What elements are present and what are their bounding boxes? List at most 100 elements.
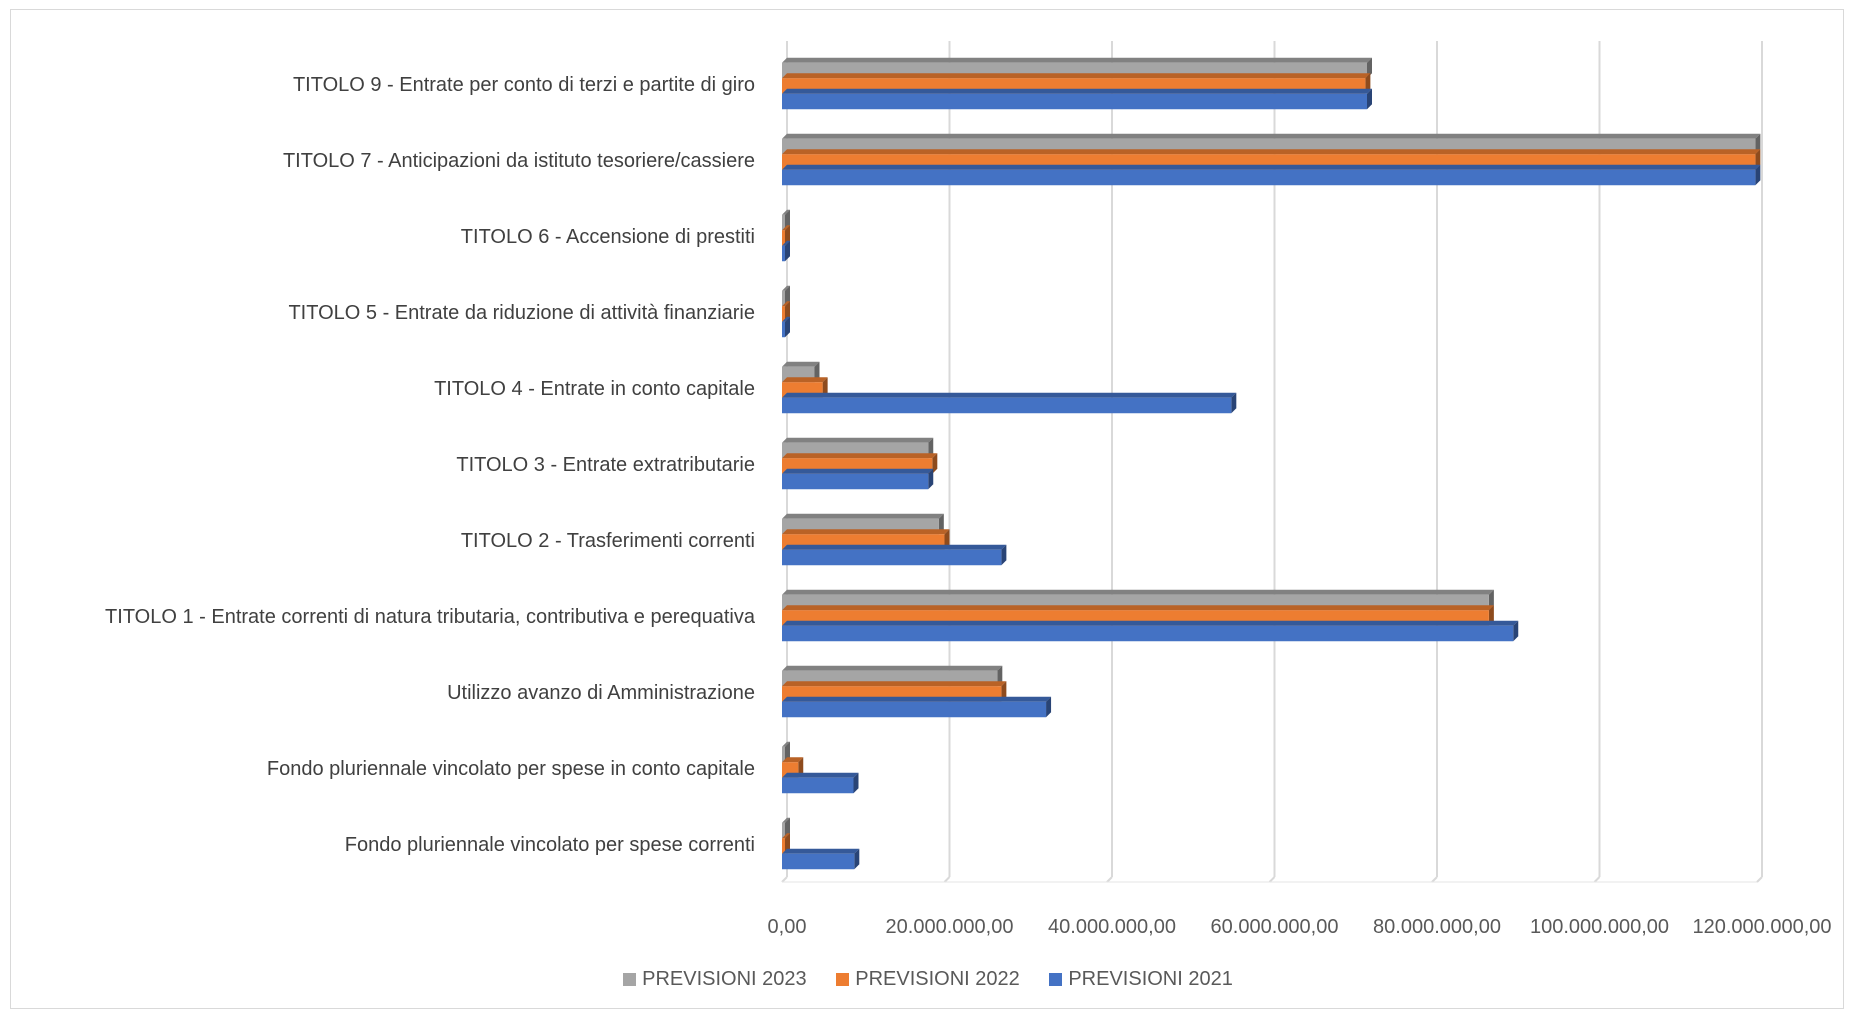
gridline-floor (943, 876, 951, 883)
bar-front-face (782, 853, 855, 870)
bar-side-face (822, 377, 828, 398)
bar-side-face (798, 757, 804, 778)
legend-item-2021: PREVISIONI 2021 (1049, 968, 1233, 991)
bar (782, 316, 790, 338)
bar (782, 848, 860, 870)
bar-top-face (782, 73, 1371, 79)
x-tick-label: 60.000.000,00 (1211, 916, 1339, 938)
bar-top-face (782, 741, 790, 747)
bar-top-face (782, 316, 790, 322)
category-label: TITOLO 3 - Entrate extratributarie (456, 454, 755, 476)
legend-swatch-2022 (836, 973, 850, 986)
bar-top-face (782, 437, 934, 443)
bar-side-face (785, 833, 790, 854)
bar-top-face (782, 817, 790, 823)
bar-front-face (782, 701, 1047, 718)
bar-side-face (1367, 57, 1372, 79)
bar (782, 817, 790, 839)
x-tick-label: 100.000.000,00 (1530, 916, 1669, 938)
bar-top-face (782, 88, 1372, 94)
bar-top-face (782, 285, 790, 291)
bar-front-face (782, 169, 1756, 186)
bar-side-face (1367, 88, 1372, 110)
bar-top-face (782, 361, 820, 367)
bar-side-face (928, 468, 934, 490)
bar-side-face (944, 529, 950, 550)
x-tick-label: 80.000.000,00 (1373, 916, 1501, 938)
x-tick-labels: 0,00 20.000.000,00 40.000.000,00 60.000.000… (768, 916, 1832, 938)
category-label: TITOLO 5 - Entrate da riduzione di attiv… (288, 302, 755, 324)
bar-top-face (782, 757, 804, 763)
bar-side-face (785, 301, 790, 322)
bar-front-face (782, 290, 785, 307)
bar-side-face (785, 285, 790, 307)
bar-top-face (782, 133, 1761, 139)
bar-front-face (782, 214, 785, 231)
bar-top-face (782, 377, 828, 383)
bar-side-face (853, 772, 859, 794)
bar-top-face (782, 240, 790, 246)
bar-top-face (782, 513, 944, 519)
bar (782, 741, 790, 763)
category-label: TITOLO 1 - Entrate correnti di natura tr… (105, 606, 756, 628)
category-label: Fondo pluriennale vincolato per spese in… (267, 758, 755, 780)
bar (782, 544, 1007, 566)
bar-top-face (782, 681, 1007, 687)
x-tick-label: 20.000.000,00 (886, 916, 1014, 938)
bar-top-face (782, 453, 938, 459)
gridline-floor (1593, 876, 1601, 883)
bar-side-face (785, 225, 790, 246)
bar-side-face (938, 513, 944, 535)
bar-top-face (782, 605, 1494, 611)
bar-front-face (782, 549, 1002, 566)
bar-side-face (785, 240, 790, 262)
bar-top-face (782, 149, 1761, 155)
bar (782, 696, 1052, 718)
bar-front-face (782, 822, 785, 839)
bar-top-face (782, 665, 1003, 671)
bar (782, 620, 1519, 642)
bar-top-face (782, 544, 1007, 550)
legend-label-2021: PREVISIONI 2021 (1068, 968, 1233, 990)
x-tick-label: 120.000.000,00 (1692, 916, 1831, 938)
bar-top-face (782, 620, 1519, 626)
bar (782, 468, 934, 490)
bar-side-face (1365, 73, 1371, 94)
bar (782, 225, 790, 246)
bar (782, 392, 1237, 414)
bar-top-face (782, 225, 790, 231)
bar-front-face (782, 777, 854, 794)
bar (782, 285, 790, 307)
bar-front-face (782, 306, 785, 322)
legend-item-2022: PREVISIONI 2022 (836, 968, 1020, 991)
bar-side-face (785, 209, 790, 231)
legend-label-2023: PREVISIONI 2023 (642, 968, 807, 990)
category-label: TITOLO 9 - Entrate per conto di terzi e … (293, 74, 755, 96)
bar-side-face (1513, 620, 1519, 642)
bar-front-face (782, 93, 1367, 110)
bar-front-face (782, 838, 785, 854)
x-tick-label: 40.000.000,00 (1048, 916, 1176, 938)
x-tick-label: 0,00 (768, 916, 807, 938)
bar-front-face (782, 321, 785, 338)
category-label: TITOLO 6 - Accensione di prestiti (461, 226, 755, 248)
gridline-floor (1756, 876, 1763, 883)
category-label: TITOLO 2 - Trasferimenti correnti (461, 530, 755, 552)
legend: PREVISIONI 2023 PREVISIONI 2022 PREVISIO… (0, 968, 1856, 991)
legend-swatch-2021 (1049, 973, 1063, 986)
bar (782, 240, 790, 262)
bar (782, 833, 790, 854)
category-labels: TITOLO 9 - Entrate per conto di terzi e … (105, 74, 756, 856)
bar-side-face (854, 848, 860, 870)
bar-side-face (1755, 164, 1761, 186)
bar-side-face (1755, 149, 1761, 170)
bar-top-face (782, 589, 1494, 595)
legend-item-2023: PREVISIONI 2023 (623, 968, 807, 991)
bar-front-face (782, 625, 1514, 642)
bar-top-face (782, 696, 1052, 702)
bar-top-face (782, 833, 790, 839)
bar-front-face (782, 245, 785, 262)
gridline-floor (781, 876, 788, 883)
bar-side-face (1755, 133, 1761, 155)
bar-front-face (782, 746, 785, 763)
